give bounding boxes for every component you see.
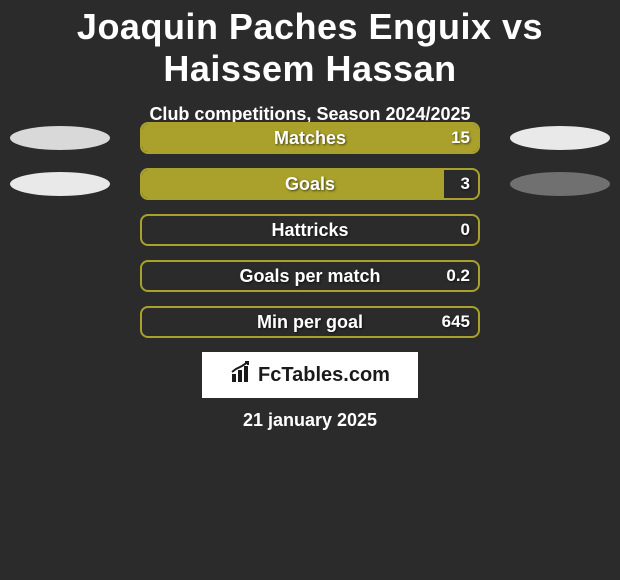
stat-row: Goals3 [0, 164, 620, 210]
stat-rows: Matches15Goals3Hattricks0Goals per match… [0, 118, 620, 348]
page-title: Joaquin Paches Enguix vs Haissem Hassan [0, 0, 620, 90]
fctables-logo[interactable]: FcTables.com [202, 352, 418, 398]
stat-row: Hattricks0 [0, 210, 620, 256]
bars-icon [230, 360, 254, 390]
stat-bar-fill [142, 170, 444, 198]
player2-ellipse [510, 126, 610, 150]
stat-bar-outer [140, 214, 480, 246]
player2-ellipse [510, 172, 610, 196]
player1-ellipse [10, 172, 110, 196]
snapshot-date: 21 january 2025 [0, 410, 620, 431]
stat-bar-outer [140, 168, 480, 200]
player1-ellipse [10, 126, 110, 150]
stat-bar-outer [140, 306, 480, 338]
stat-bar-outer [140, 260, 480, 292]
stat-bar-outer [140, 122, 480, 154]
fctables-logo-text: FcTables.com [258, 364, 390, 387]
stat-bar-fill [142, 124, 478, 152]
fctables-logo-inner: FcTables.com [230, 360, 390, 390]
stat-row: Matches15 [0, 118, 620, 164]
stat-row: Goals per match0.2 [0, 256, 620, 302]
stat-row: Min per goal645 [0, 302, 620, 348]
